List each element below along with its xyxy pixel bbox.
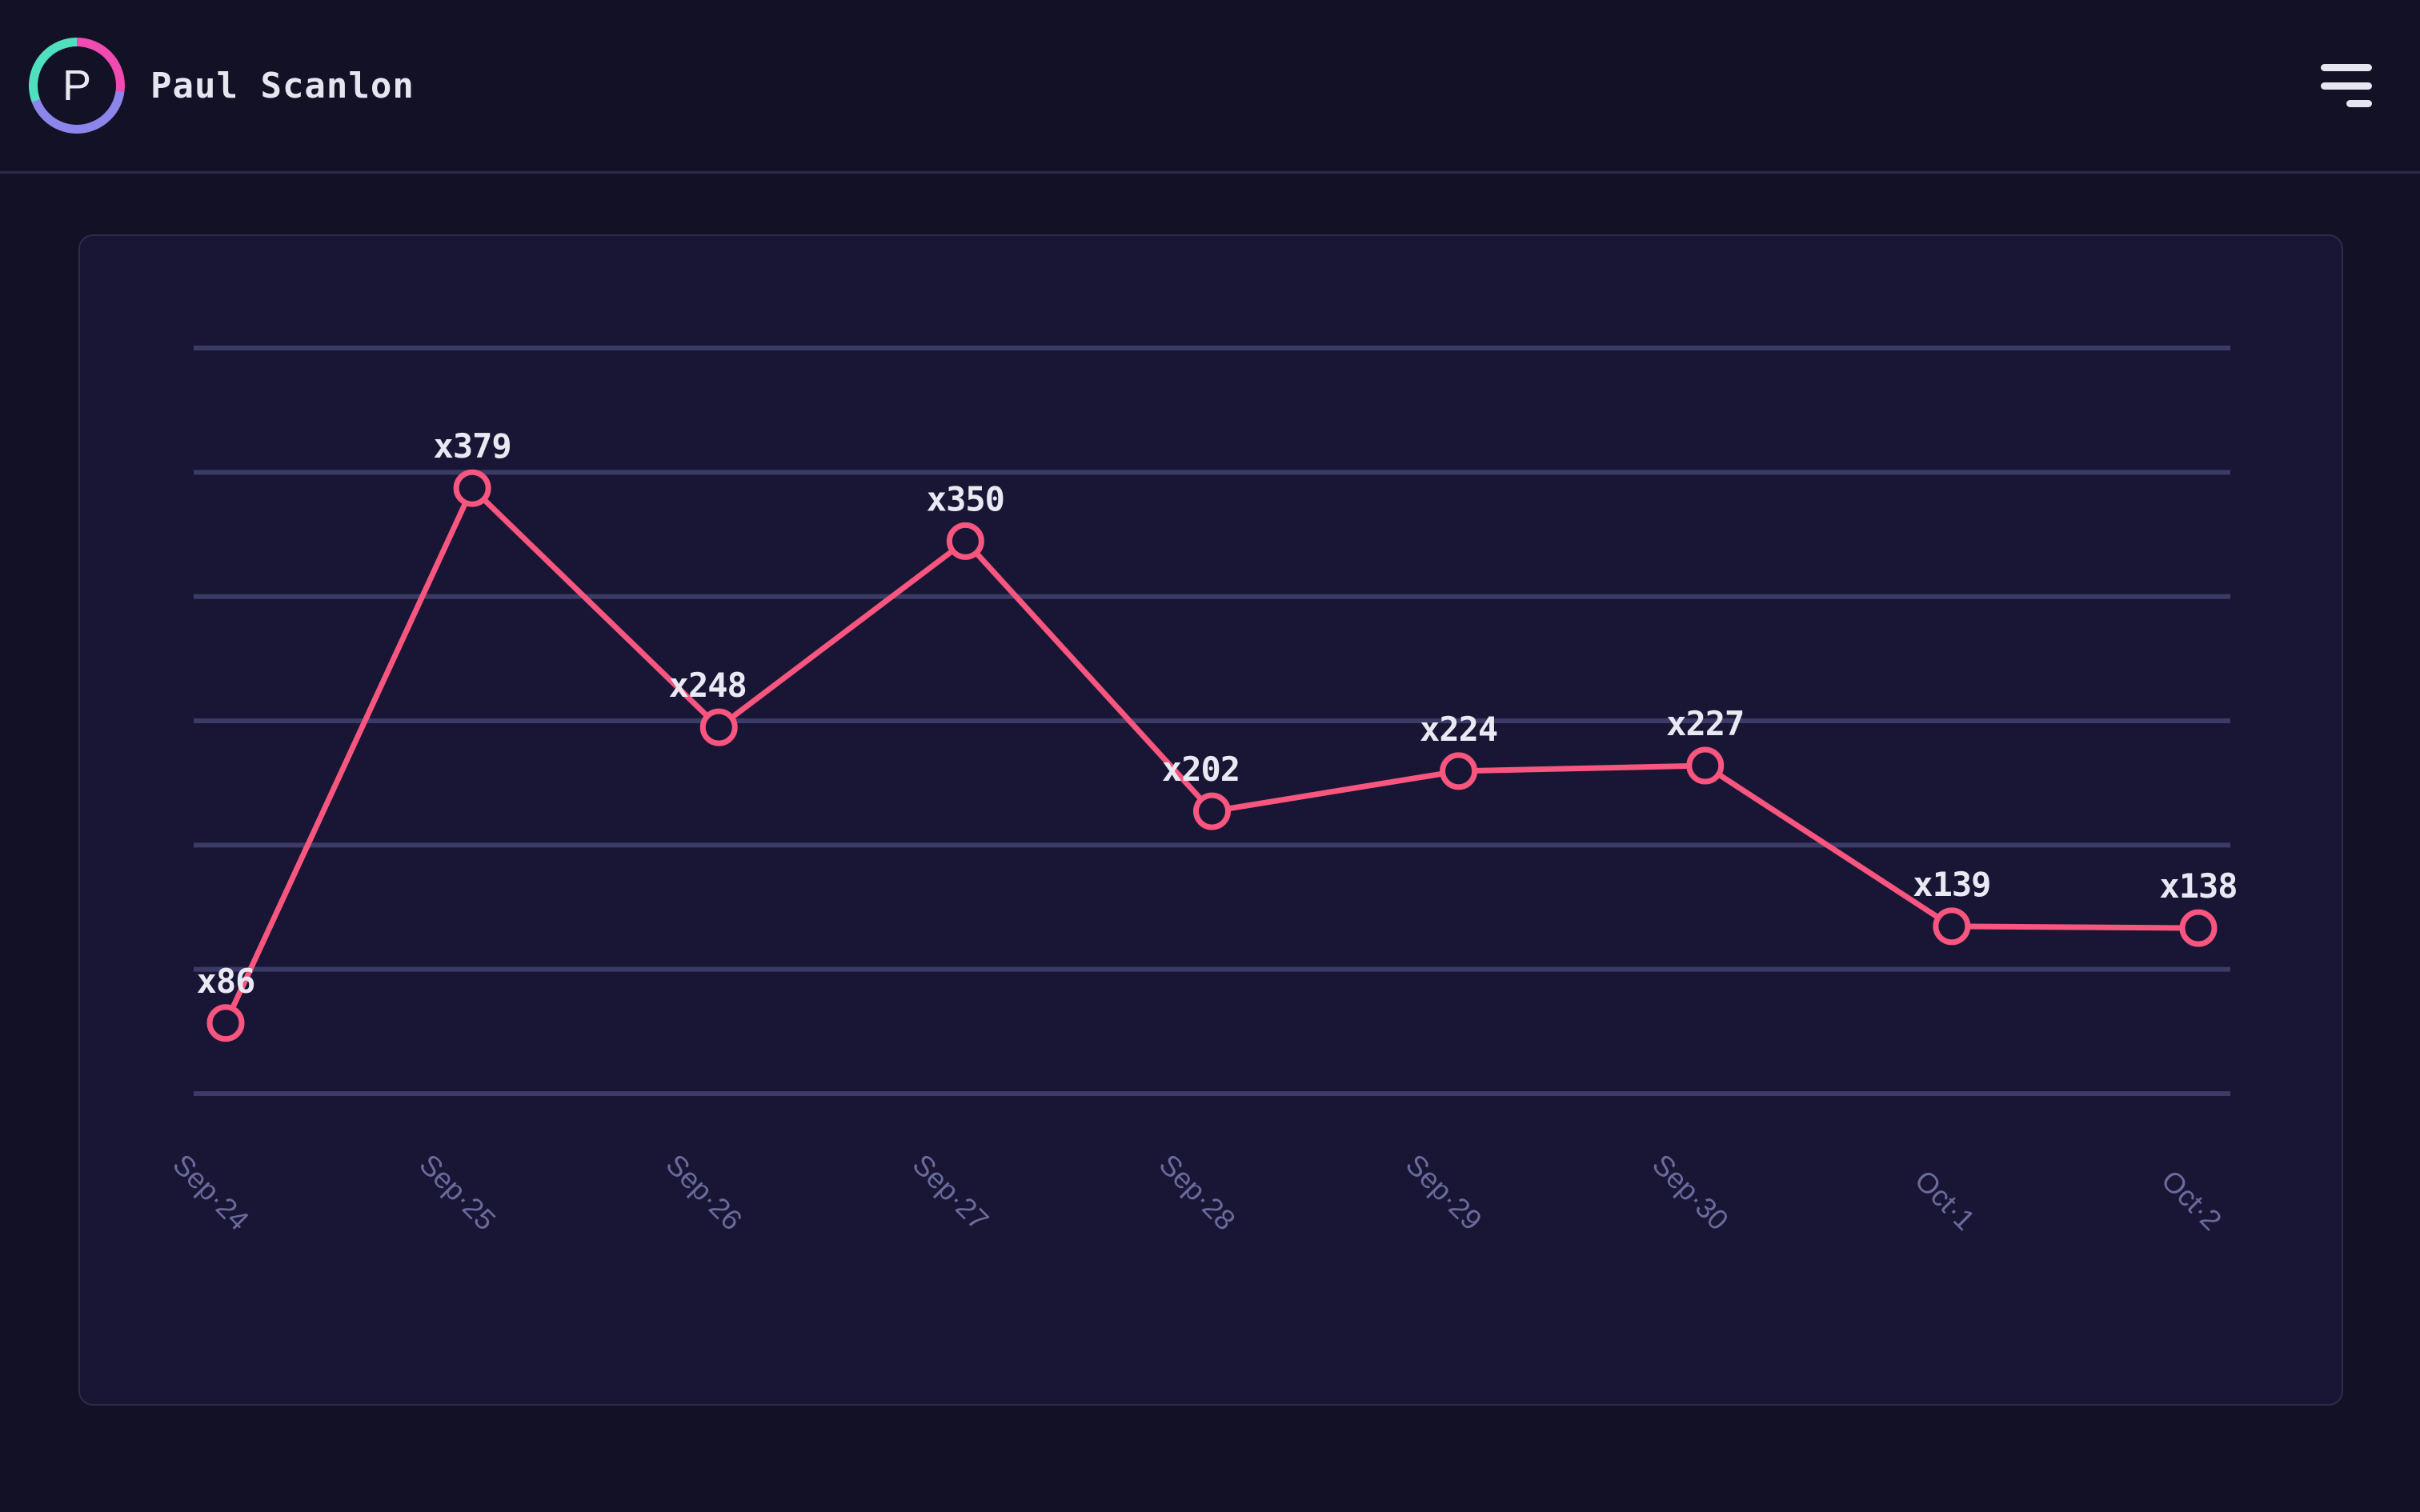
data-point-label: x202 <box>1162 750 1240 789</box>
x-axis-tick-label: Oct·1 <box>1909 1163 1981 1236</box>
data-point-marker[interactable] <box>206 1004 245 1042</box>
x-axis-tick-label: Sep·30 <box>1646 1148 1735 1237</box>
data-point-label: x350 <box>927 479 1004 518</box>
data-point-marker[interactable] <box>1686 746 1725 785</box>
data-point-label: x139 <box>1913 865 1990 904</box>
app-header: P Paul Scanlon <box>0 0 2420 174</box>
data-point-label: x138 <box>2159 866 2237 906</box>
data-point-marker[interactable] <box>2179 909 2218 947</box>
data-point-label: x86 <box>197 962 255 1001</box>
data-point-label: x227 <box>1666 704 1744 743</box>
x-axis-tick-label: Sep·26 <box>660 1148 749 1237</box>
data-point-marker[interactable] <box>453 469 491 507</box>
data-point-label: x379 <box>434 426 511 466</box>
brand: P Paul Scanlon <box>29 38 415 134</box>
chart-x-axis-labels: Sep·24 Sep·25 Sep·26 Sep·27 Sep·28 Sep·29 Sep·… <box>166 1148 2228 1237</box>
hamburger-bar-1 <box>2321 64 2372 71</box>
hamburger-bar-2 <box>2321 82 2372 90</box>
data-point-marker[interactable] <box>699 708 738 746</box>
chart-markers <box>206 469 2218 1042</box>
hamburger-bar-3 <box>2346 100 2372 107</box>
x-axis-tick-label: Sep·27 <box>907 1148 996 1237</box>
x-axis-tick-label: Oct·2 <box>2155 1163 2228 1236</box>
page-title: Paul Scanlon <box>150 65 415 106</box>
data-point-marker[interactable] <box>1193 792 1231 830</box>
line-chart: x86 x379 x248 x350 x202 x224 x227 x139 x138 Sep·… <box>166 346 2238 1237</box>
chart-card: x86 x379 x248 x350 x202 x224 x227 x139 x138 Sep·… <box>78 234 2343 1406</box>
data-point-label: x248 <box>669 666 747 705</box>
x-axis-tick-label: Sep·28 <box>1153 1148 1242 1237</box>
hamburger-menu-icon[interactable] <box>2321 64 2372 107</box>
x-axis-tick-label: Sep·25 <box>413 1148 502 1237</box>
chart-point-labels: x86 x379 x248 x350 x202 x224 x227 x139 x138 <box>197 426 2238 1001</box>
circular-ring-avatar-icon: P <box>29 38 125 134</box>
data-point-marker[interactable] <box>1440 752 1478 790</box>
chart-gridlines <box>194 346 2230 1096</box>
data-point-marker[interactable] <box>946 522 984 560</box>
data-point-label: x224 <box>1420 710 1497 749</box>
logo-letter: P <box>62 62 92 110</box>
x-axis-tick-label: Sep·24 <box>166 1148 255 1237</box>
data-point-marker[interactable] <box>1933 907 1971 946</box>
x-axis-tick-label: Sep·29 <box>1400 1148 1488 1237</box>
